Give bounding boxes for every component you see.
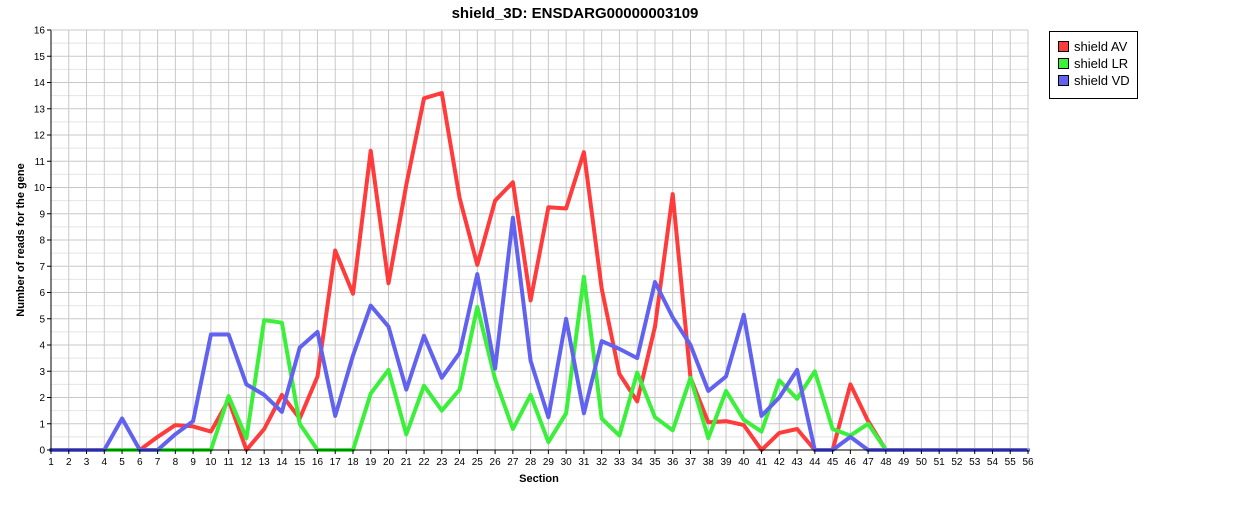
x-tick-label: 4 xyxy=(102,457,108,468)
x-tick-label: 42 xyxy=(774,457,786,468)
x-tick-label: 13 xyxy=(259,457,271,468)
x-tick-label: 44 xyxy=(809,457,821,468)
legend-item-shield-vd: shield VD xyxy=(1058,72,1137,89)
x-tick-label: 36 xyxy=(667,457,679,468)
x-tick-label: 11 xyxy=(223,457,234,468)
x-tick-label: 39 xyxy=(720,457,732,468)
x-tick-label: 8 xyxy=(173,457,179,468)
x-tick-label: 19 xyxy=(365,457,377,468)
x-tick-label: 53 xyxy=(969,457,981,468)
x-tick-label: 14 xyxy=(276,457,288,468)
legend-swatch-shield-lr xyxy=(1058,58,1069,69)
y-tick-label: 3 xyxy=(39,367,45,378)
x-tick-label: 27 xyxy=(507,457,519,468)
x-tick-label: 34 xyxy=(632,457,644,468)
y-tick-label: 12 xyxy=(34,131,46,142)
y-tick-label: 4 xyxy=(39,341,45,352)
y-tick-label: 6 xyxy=(39,288,45,299)
x-tick-label: 51 xyxy=(934,457,946,468)
y-tick-label: 8 xyxy=(39,236,45,247)
y-tick-label: 16 xyxy=(34,26,46,37)
y-tick-label: 7 xyxy=(39,262,45,273)
x-tick-label: 9 xyxy=(190,457,196,468)
grid-lines xyxy=(50,29,1029,451)
x-tick-label: 18 xyxy=(347,457,359,468)
legend-swatch-shield-vd xyxy=(1058,75,1069,86)
x-tick-label: 49 xyxy=(898,457,910,468)
x-tick-label: 17 xyxy=(330,457,342,468)
y-tick-label: 11 xyxy=(35,157,46,168)
x-tick-label: 37 xyxy=(685,457,697,468)
x-tick-label: 31 xyxy=(578,457,590,468)
chart-title: shield_3D: ENSDARG00000003109 xyxy=(452,5,699,22)
x-tick-label: 54 xyxy=(987,457,999,468)
x-tick-label: 47 xyxy=(863,457,875,468)
legend-label-shield-av: shield AV xyxy=(1074,39,1128,54)
x-tick-label: 29 xyxy=(543,457,555,468)
y-tick-label: 1 xyxy=(39,419,45,430)
x-tick-label: 50 xyxy=(916,457,928,468)
x-tick-label: 1 xyxy=(48,457,54,468)
x-tick-label: 52 xyxy=(951,457,963,468)
legend-label-shield-lr: shield LR xyxy=(1074,56,1129,71)
x-tick-label: 55 xyxy=(1005,457,1017,468)
legend-label-shield-vd: shield VD xyxy=(1074,73,1130,88)
x-tick-label: 32 xyxy=(596,457,608,468)
x-tick-label: 12 xyxy=(241,457,253,468)
y-tick-label: 2 xyxy=(39,393,45,404)
x-tick-label: 46 xyxy=(845,457,857,468)
y-tick-label: 0 xyxy=(39,446,45,457)
series-line-shield-vd xyxy=(49,215,1030,452)
x-tick-label: 24 xyxy=(454,457,466,468)
x-tick-label: 3 xyxy=(84,457,90,468)
y-tick-label: 14 xyxy=(34,78,46,89)
x-tick-label: 33 xyxy=(614,457,626,468)
x-tick-label: 23 xyxy=(436,457,448,468)
x-tick-label: 40 xyxy=(738,457,750,468)
series-line-shield-av xyxy=(49,91,1030,452)
y-tick-label: 15 xyxy=(34,52,46,63)
x-tick-label: 7 xyxy=(155,457,161,468)
y-tick-label: 9 xyxy=(39,209,45,220)
legend-swatch-shield-av xyxy=(1058,41,1069,52)
x-tick-label: 22 xyxy=(418,457,430,468)
x-tick-label: 48 xyxy=(880,457,892,468)
x-tick-label: 45 xyxy=(827,457,839,468)
legend-item-shield-av: shield AV xyxy=(1058,38,1137,55)
y-tick-label: 10 xyxy=(34,183,46,194)
x-tick-label: 30 xyxy=(561,457,573,468)
x-tick-label: 6 xyxy=(137,457,143,468)
x-tick-label: 10 xyxy=(205,457,217,468)
x-tick-label: 16 xyxy=(312,457,324,468)
axes xyxy=(47,29,1029,454)
x-tick-label: 5 xyxy=(119,457,125,468)
x-tick-label: 2 xyxy=(66,457,72,468)
x-tick-label: 21 xyxy=(401,457,413,468)
x-tick-label: 20 xyxy=(383,457,395,468)
y-axis-label: Number of reads for the gene xyxy=(15,163,27,316)
x-axis-label: Section xyxy=(519,473,559,485)
x-tick-label: 43 xyxy=(792,457,804,468)
legend: shield AV shield LR shield VD xyxy=(1049,31,1138,99)
series-lines xyxy=(49,91,1030,452)
x-tick-labels: 1 2 3 4 5 6 7 8 9 10 11 12 13 14 15 16 17 18 19 20 21 22 23 24 2… xyxy=(48,457,1034,468)
x-tick-label: 26 xyxy=(490,457,502,468)
x-tick-label: 15 xyxy=(294,457,306,468)
y-tick-label: 13 xyxy=(34,104,46,115)
series-line-shield-lr xyxy=(49,274,1030,452)
x-tick-label: 28 xyxy=(525,457,537,468)
x-tick-label: 41 xyxy=(756,457,768,468)
x-tick-label: 38 xyxy=(703,457,715,468)
x-tick-label: 25 xyxy=(472,457,484,468)
x-tick-label: 56 xyxy=(1022,457,1034,468)
y-tick-label: 5 xyxy=(39,314,45,325)
legend-item-shield-lr: shield LR xyxy=(1058,55,1137,72)
x-tick-label: 35 xyxy=(649,457,661,468)
